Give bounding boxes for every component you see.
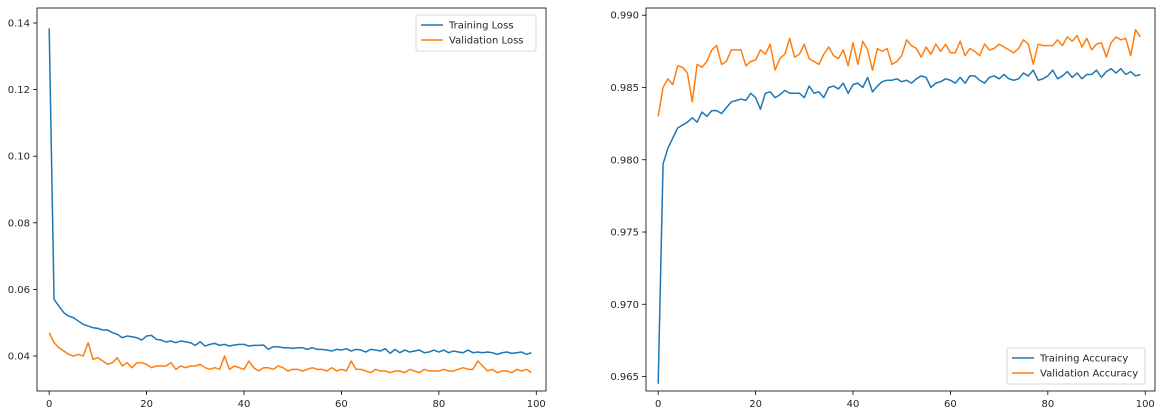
loss-panel: 0 20 40 60 80 100 0.04 0.06 0.08 0.10 0.12 0.14 Trai… xyxy=(8,7,547,410)
y-tick-label: 0.975 xyxy=(610,228,639,239)
accuracy-panel: 0 20 40 60 80 100 0.965 0.970 0.975 0.980 0.985 0.9… xyxy=(610,7,1156,410)
y-tick-label: 0.04 xyxy=(8,352,30,363)
series-line-1 xyxy=(657,28,1142,117)
x-tick-label: 60 xyxy=(944,399,957,410)
x-tick-label: 60 xyxy=(335,399,348,410)
x-tick-label: 40 xyxy=(847,399,860,410)
series-line-1 xyxy=(48,332,532,374)
x-tick-label: 20 xyxy=(749,399,762,410)
legend-box xyxy=(415,14,537,52)
y-tick-label: 0.12 xyxy=(8,85,30,96)
y-tick-label: 0.08 xyxy=(8,218,30,229)
axes-frame xyxy=(645,7,1156,392)
y-tick-label: 0.965 xyxy=(610,372,639,383)
axes-frame xyxy=(36,7,547,392)
legend-label: Validation Accuracy xyxy=(1040,369,1138,380)
x-tick-label: 100 xyxy=(1136,399,1155,410)
x-tick-label: 0 xyxy=(46,399,52,410)
legend-label: Training Loss xyxy=(448,21,514,32)
x-tick-label: 80 xyxy=(432,399,445,410)
y-tick-label: 0.06 xyxy=(8,285,30,296)
x-tick-label: 0 xyxy=(655,399,661,410)
series-line-0 xyxy=(657,67,1141,384)
y-tick-label: 0.14 xyxy=(8,18,30,29)
legend: Training Accuracy Validation Accuracy xyxy=(1006,347,1146,385)
x-tick-label: 80 xyxy=(1041,399,1054,410)
y-tick-label: 0.985 xyxy=(610,83,639,94)
legend-label: Validation Loss xyxy=(449,36,524,47)
legend-box xyxy=(1006,347,1146,385)
legend: Training Loss Validation Loss xyxy=(415,14,537,52)
x-tick-label: 40 xyxy=(238,399,251,410)
y-tick-label: 0.980 xyxy=(610,155,639,166)
series-line-0 xyxy=(48,28,532,356)
y-tick-label: 0.10 xyxy=(8,152,30,163)
y-tick-label: 0.990 xyxy=(610,11,639,22)
y-tick-label: 0.970 xyxy=(610,300,639,311)
legend-label: Training Accuracy xyxy=(1039,354,1128,365)
x-tick-label: 100 xyxy=(527,399,546,410)
x-tick-label: 20 xyxy=(140,399,153,410)
